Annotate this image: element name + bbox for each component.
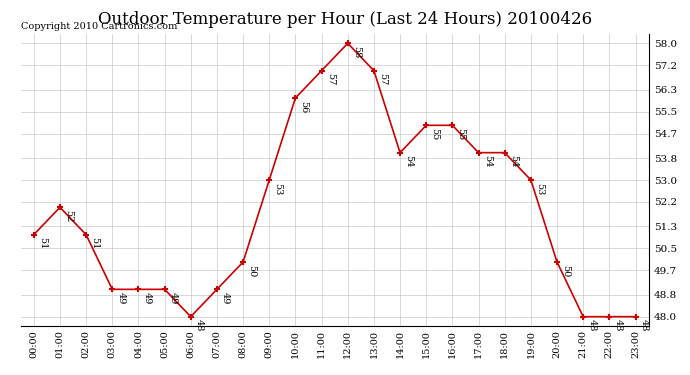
Text: 51: 51: [38, 237, 47, 250]
Text: 51: 51: [90, 237, 99, 250]
Text: 48: 48: [587, 320, 596, 332]
Text: 54: 54: [509, 156, 518, 168]
Text: 52: 52: [64, 210, 73, 222]
Text: Copyright 2010 Cartronics.com: Copyright 2010 Cartronics.com: [21, 22, 177, 31]
Text: 53: 53: [273, 183, 282, 195]
Text: 50: 50: [561, 265, 570, 277]
Text: Outdoor Temperature per Hour (Last 24 Hours) 20100426: Outdoor Temperature per Hour (Last 24 Ho…: [98, 11, 592, 28]
Text: 48: 48: [613, 320, 622, 332]
Text: 56: 56: [299, 101, 308, 113]
Text: 53: 53: [535, 183, 544, 195]
Text: 55: 55: [431, 128, 440, 140]
Text: 58: 58: [352, 46, 361, 58]
Text: 48: 48: [640, 320, 649, 332]
Text: 49: 49: [169, 292, 178, 304]
Text: 57: 57: [326, 74, 335, 86]
Text: 57: 57: [378, 74, 387, 86]
Text: 54: 54: [483, 156, 492, 168]
Text: 49: 49: [143, 292, 152, 304]
Text: 54: 54: [404, 156, 413, 168]
Text: 49: 49: [221, 292, 230, 304]
Text: 50: 50: [247, 265, 256, 277]
Text: 55: 55: [457, 128, 466, 140]
Text: 48: 48: [195, 320, 204, 332]
Text: 49: 49: [117, 292, 126, 304]
